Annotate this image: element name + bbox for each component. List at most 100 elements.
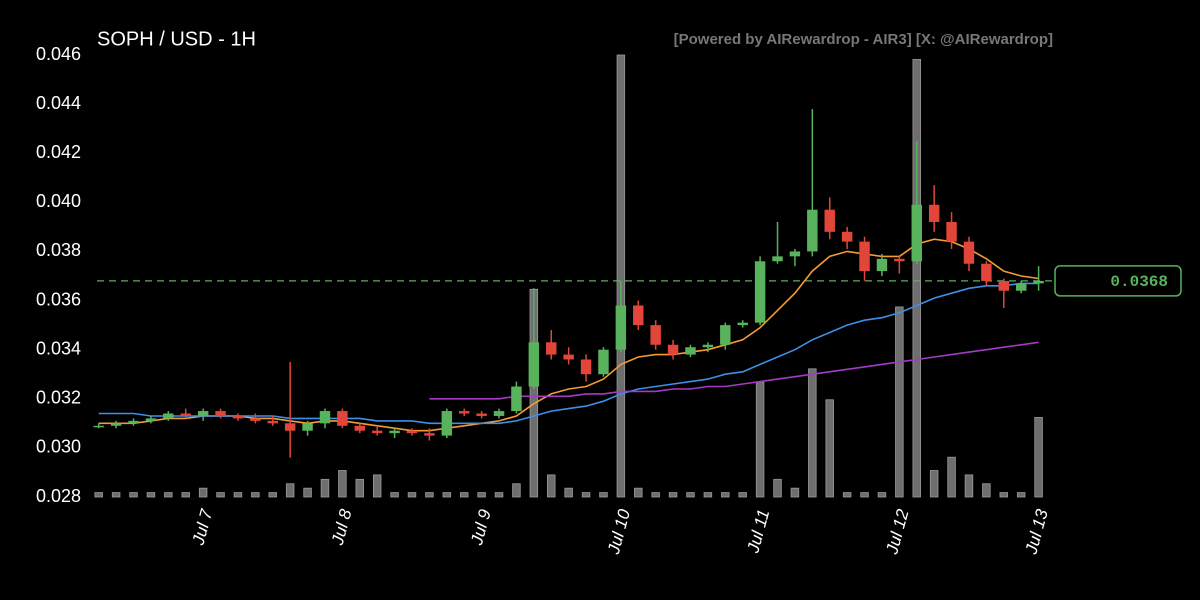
y-tick-label: 0.028 [36, 486, 81, 506]
y-tick-label: 0.044 [36, 93, 81, 113]
y-tick-label: 0.046 [36, 44, 81, 64]
candle-body [511, 386, 522, 412]
volume-bar [703, 492, 713, 498]
volume-bar [233, 492, 243, 498]
volume-bar [146, 492, 156, 498]
volume-bar [860, 492, 869, 498]
candle-body [354, 425, 366, 431]
volume-bar [164, 492, 173, 498]
candle-body [876, 258, 888, 272]
volume-bar [1016, 492, 1026, 498]
y-tick-label: 0.040 [36, 191, 81, 211]
volume-bar [181, 492, 190, 498]
candle-body [250, 418, 261, 421]
volume-bar [459, 492, 469, 498]
volume-bar [912, 59, 921, 498]
candle-body [650, 325, 661, 345]
volume-bar [477, 492, 486, 498]
volume-bar [982, 483, 991, 498]
candle-body [841, 231, 853, 242]
volume-bar [790, 487, 800, 498]
candle-body [197, 411, 209, 416]
candle-body [824, 209, 835, 232]
candle-body [406, 430, 418, 434]
volume-bar [842, 492, 852, 498]
candle-body [441, 411, 453, 436]
volume-bar [494, 492, 504, 498]
volume-bar [721, 492, 730, 498]
volume-bar [303, 487, 312, 498]
volume-bar [251, 492, 260, 498]
candle-body [337, 411, 348, 426]
volume-bar [94, 492, 103, 498]
candle-body [389, 430, 400, 434]
chart-title: SOPH / USD - 1H [97, 28, 256, 50]
candle-body [546, 342, 557, 355]
volume-bar [111, 492, 121, 498]
candle-body [1033, 280, 1044, 284]
volume-bar [355, 478, 365, 498]
candle-body [319, 411, 331, 424]
y-tick-label: 0.036 [36, 289, 81, 309]
volume-bar [877, 492, 887, 498]
candle-body [563, 354, 574, 360]
candle-body [267, 420, 278, 424]
volume-bar [338, 470, 347, 498]
volume-bar [738, 492, 747, 498]
volume-bar [1034, 417, 1043, 498]
volume-bar [547, 474, 556, 498]
volume-bar [512, 483, 521, 498]
volume-bar [773, 478, 782, 498]
candle-body [528, 342, 540, 387]
volume-bar [216, 492, 225, 498]
candle-body [232, 415, 244, 419]
candle-body [720, 325, 731, 345]
candle-body [180, 413, 191, 416]
candle-body [163, 413, 174, 419]
candle-body [894, 258, 905, 262]
last-price-box [1054, 265, 1182, 297]
volume-bar [268, 492, 277, 498]
candle-body [998, 280, 1010, 291]
volume-bar [825, 399, 834, 498]
volume-bar [407, 492, 417, 498]
volume-bar [442, 492, 452, 498]
candle-body [598, 349, 609, 375]
volume-bar [929, 470, 939, 498]
candle-body [789, 251, 801, 257]
candle-body [458, 411, 470, 414]
candle-body [633, 305, 644, 326]
candle-body [807, 209, 818, 252]
candle-body [371, 430, 383, 434]
candle-body [284, 423, 296, 431]
y-tick-label: 0.032 [36, 388, 81, 408]
candle-body [93, 425, 104, 428]
candle-body [667, 344, 679, 355]
candle-body [928, 204, 940, 222]
candle-body [946, 221, 957, 242]
candle-body [128, 420, 139, 424]
volume-bar [320, 478, 330, 498]
candle-body [215, 411, 226, 416]
volume-bar [634, 487, 643, 498]
candle-body [772, 256, 783, 262]
y-tick-label: 0.034 [36, 338, 81, 358]
candle-body [476, 413, 487, 416]
volume-bar [581, 492, 591, 498]
candle-body [580, 359, 592, 375]
volume-bar [895, 306, 904, 498]
candle-body [754, 261, 766, 323]
candle-body [859, 241, 870, 272]
volume-bar [616, 54, 626, 498]
candle-body [110, 423, 122, 426]
volume-bar [964, 474, 974, 498]
volume-bar [564, 487, 573, 498]
volume-bar [390, 492, 399, 498]
volume-bar [947, 456, 956, 498]
last-price-label: 0.0368 [1110, 273, 1168, 291]
candle-body [1015, 283, 1027, 291]
candle-body [424, 433, 435, 436]
volume-bar [808, 368, 817, 498]
